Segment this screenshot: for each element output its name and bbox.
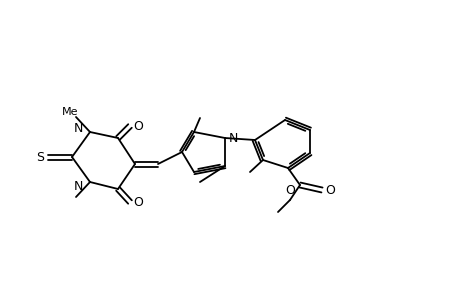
Text: O: O bbox=[325, 184, 334, 196]
Text: N: N bbox=[73, 122, 83, 134]
Text: O: O bbox=[285, 184, 294, 196]
Text: O: O bbox=[133, 196, 143, 208]
Text: O: O bbox=[133, 119, 143, 133]
Text: S: S bbox=[36, 151, 44, 164]
Text: Me: Me bbox=[62, 107, 78, 117]
Text: N: N bbox=[229, 131, 238, 145]
Text: N: N bbox=[73, 179, 83, 193]
